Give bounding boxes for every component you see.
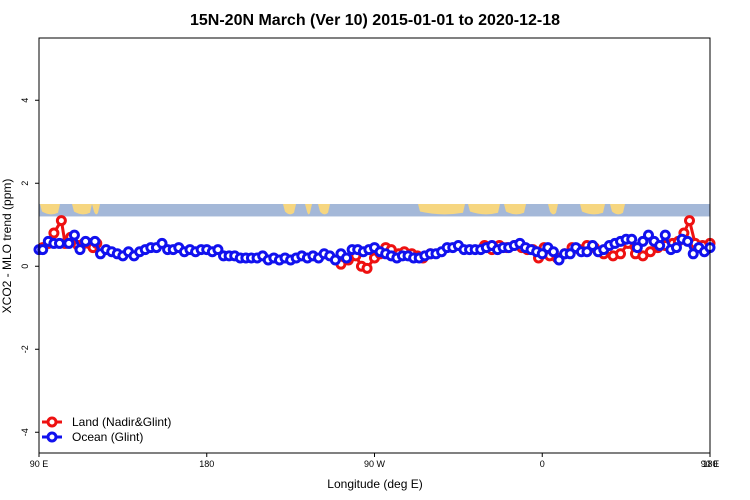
legend-label: Ocean (Glint) bbox=[72, 430, 143, 444]
data-point bbox=[341, 252, 353, 264]
data-point bbox=[659, 229, 671, 241]
map-land-shape bbox=[418, 204, 465, 215]
data-point bbox=[564, 248, 576, 260]
data-point bbox=[48, 227, 60, 239]
data-point bbox=[587, 240, 599, 251]
map-land-shape bbox=[548, 204, 558, 215]
map-land-shape bbox=[580, 204, 605, 215]
x-tick-label: 90 E bbox=[701, 459, 720, 469]
data-point bbox=[683, 215, 695, 227]
map-land-shape bbox=[92, 204, 100, 215]
data-point bbox=[80, 235, 92, 247]
data-point bbox=[547, 246, 559, 258]
data-point bbox=[682, 235, 694, 247]
legend: Land (Nadir&Glint)Ocean (Glint) bbox=[42, 415, 171, 444]
data-point bbox=[74, 244, 86, 256]
data-point bbox=[642, 229, 654, 241]
map-land-shape bbox=[468, 204, 500, 215]
map-land-shape bbox=[305, 204, 312, 215]
map-land-shape bbox=[610, 204, 625, 215]
data-point bbox=[329, 254, 341, 266]
legend-item: Ocean (Glint) bbox=[42, 430, 143, 444]
data-point bbox=[626, 233, 638, 245]
data-point bbox=[536, 248, 548, 260]
y-axis: -4 -2 0 2 4 bbox=[20, 98, 39, 436]
legend-swatch-marker bbox=[46, 416, 58, 428]
y-tick-label: -4 bbox=[20, 428, 30, 436]
legend-item: Land (Nadir&Glint) bbox=[42, 415, 171, 429]
y-tick-label: 2 bbox=[20, 181, 30, 186]
map-land-shape bbox=[72, 204, 92, 215]
data-point bbox=[553, 254, 565, 266]
data-point bbox=[615, 248, 627, 260]
map-land-shape bbox=[283, 204, 296, 215]
map-land-shape bbox=[318, 204, 330, 215]
data-point bbox=[687, 248, 699, 260]
map-land-shape bbox=[504, 204, 526, 215]
map-land-shape bbox=[40, 204, 60, 215]
map-strip-ocean bbox=[39, 204, 710, 217]
data-point bbox=[37, 244, 49, 256]
x-tick-label: 180 bbox=[199, 459, 214, 469]
data-point bbox=[63, 237, 75, 249]
data-point bbox=[55, 215, 67, 227]
data-point bbox=[89, 235, 101, 247]
x-tick-label: 90 E bbox=[30, 459, 49, 469]
data-point bbox=[361, 262, 373, 274]
y-tick-label: -2 bbox=[20, 345, 30, 353]
data-point bbox=[654, 240, 666, 251]
y-axis-label: XCO2 - MLO trend (ppm) bbox=[0, 179, 14, 314]
x-tick-label: 180 bbox=[702, 459, 717, 469]
series-3 bbox=[33, 229, 716, 266]
legend-label: Land (Nadir&Glint) bbox=[72, 415, 171, 429]
chart-title: 15N-20N March (Ver 10) 2015-01-01 to 202… bbox=[190, 12, 560, 29]
legend-swatch-marker bbox=[46, 431, 58, 443]
data-point bbox=[156, 237, 168, 249]
data-point bbox=[54, 237, 66, 249]
data-point bbox=[670, 242, 682, 254]
x-tick-label: 90 W bbox=[364, 459, 386, 469]
data-point bbox=[212, 244, 224, 256]
x-axis-label: Longitude (deg E) bbox=[327, 477, 422, 491]
data-point bbox=[637, 235, 649, 247]
data-point bbox=[581, 246, 593, 258]
x-tick-label: 0 bbox=[540, 459, 545, 469]
y-tick-label: 0 bbox=[20, 264, 30, 269]
y-tick-label: 4 bbox=[20, 98, 30, 103]
data-point bbox=[631, 242, 643, 254]
series-layer bbox=[33, 215, 716, 274]
map-strip bbox=[39, 204, 710, 217]
data-point bbox=[68, 229, 80, 241]
